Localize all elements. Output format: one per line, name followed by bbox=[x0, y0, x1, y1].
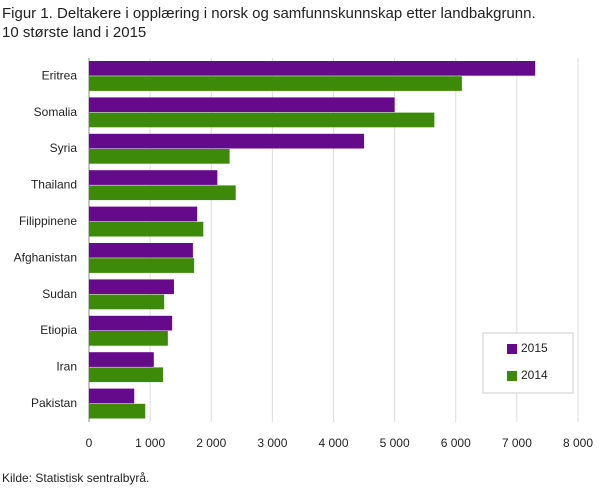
x-tick-label: 2 000 bbox=[196, 436, 226, 450]
legend-swatch bbox=[507, 344, 517, 354]
bar bbox=[89, 243, 193, 258]
legend-swatch bbox=[507, 371, 517, 381]
bar bbox=[89, 279, 174, 295]
y-tick-label: Somalia bbox=[34, 105, 78, 119]
y-tick-label: Pakistan bbox=[31, 396, 77, 410]
chart-title: Figur 1. Deltakere i opplæring i norsk o… bbox=[2, 5, 536, 22]
title-block: Figur 1. Deltakere i opplæring i norsk o… bbox=[2, 4, 607, 42]
chart-subtitle: 10 største land i 2015 bbox=[2, 24, 147, 41]
y-tick-label: Filippinene bbox=[19, 214, 77, 228]
bar bbox=[89, 315, 173, 331]
x-tick-label: 8 000 bbox=[563, 436, 593, 450]
x-tick-label: 6 000 bbox=[441, 436, 471, 450]
bar bbox=[89, 97, 395, 113]
bar bbox=[89, 149, 230, 164]
bar bbox=[89, 221, 204, 237]
bar bbox=[89, 112, 435, 128]
y-tick-label: Etiopia bbox=[40, 323, 77, 337]
x-tick-label: 0 bbox=[86, 436, 93, 450]
x-tick-label: 4 000 bbox=[318, 436, 348, 450]
bar bbox=[89, 294, 165, 310]
legend-box bbox=[482, 332, 574, 394]
bar bbox=[89, 170, 218, 185]
bar bbox=[89, 352, 154, 367]
bar bbox=[89, 258, 195, 273]
x-tick-label: 1 000 bbox=[135, 436, 165, 450]
x-tick-label: 7 000 bbox=[502, 436, 532, 450]
y-tick-label: Iran bbox=[56, 360, 77, 374]
x-tick-label: 3 000 bbox=[257, 436, 287, 450]
y-tick-label: Thailand bbox=[31, 178, 77, 192]
bar bbox=[89, 185, 236, 201]
source: Kilde: Statistisk sentralbyrå. bbox=[2, 471, 149, 485]
y-tick-label: Eritrea bbox=[42, 68, 78, 82]
legend-label: 2014 bbox=[521, 368, 548, 382]
x-tick-label: 5 000 bbox=[380, 436, 410, 450]
bar bbox=[89, 331, 168, 346]
bar bbox=[89, 133, 365, 149]
bar bbox=[89, 206, 198, 222]
y-tick-label: Syria bbox=[50, 141, 78, 155]
legend-label: 2015 bbox=[521, 341, 548, 355]
bar bbox=[89, 388, 135, 404]
bar bbox=[89, 76, 462, 91]
y-tick-label: Afghanistan bbox=[14, 250, 77, 264]
bar bbox=[89, 61, 536, 76]
bar bbox=[89, 367, 163, 383]
bar bbox=[89, 403, 146, 419]
y-tick-label: Sudan bbox=[42, 287, 77, 301]
